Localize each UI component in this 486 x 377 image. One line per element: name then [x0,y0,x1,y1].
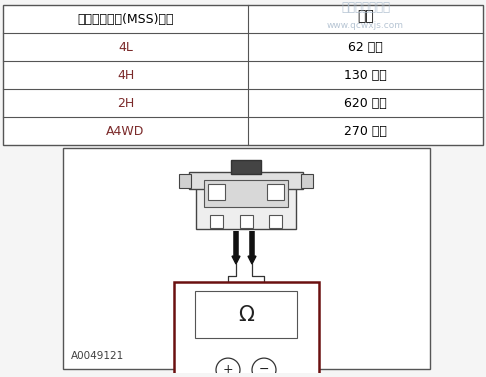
Text: 620 欧姆: 620 欧姆 [344,97,387,110]
Bar [3,5,483,146]
Text: −: − [259,363,269,376]
Text: 270 欧姆: 270 欧姆 [344,125,387,138]
Bar [196,180,296,229]
Text: A0049121: A0049121 [71,351,124,361]
Text: +: + [223,363,233,376]
Bar [174,282,318,377]
Bar [240,215,253,228]
Bar [204,180,288,207]
Text: 模式选择开关(MSS)位置: 模式选择开关(MSS)位置 [77,13,174,26]
Bar [208,184,225,200]
Polygon shape [232,256,240,264]
Text: 4H: 4H [117,69,134,82]
Text: 62 欧姆: 62 欧姆 [348,41,383,54]
Text: A4WD: A4WD [106,125,145,138]
Circle shape [216,358,240,377]
Text: 电阻: 电阻 [357,9,374,23]
Text: 130 欧姆: 130 欧姆 [344,69,387,82]
Bar [269,215,282,228]
Bar [210,215,223,228]
Text: Ω: Ω [238,305,254,325]
Circle shape [252,358,276,377]
Text: 4L: 4L [118,41,133,54]
Bar [189,172,303,190]
Bar [301,174,313,187]
Bar [195,291,297,338]
Text: 汽车维修技术网: 汽车维修技术网 [341,1,390,14]
Bar [179,174,191,187]
Text: www.qcwxjs.com: www.qcwxjs.com [327,21,404,29]
Polygon shape [248,256,256,264]
Bar [231,160,261,174]
Bar [267,184,284,200]
Text: 2H: 2H [117,97,134,110]
Bar [63,148,430,369]
